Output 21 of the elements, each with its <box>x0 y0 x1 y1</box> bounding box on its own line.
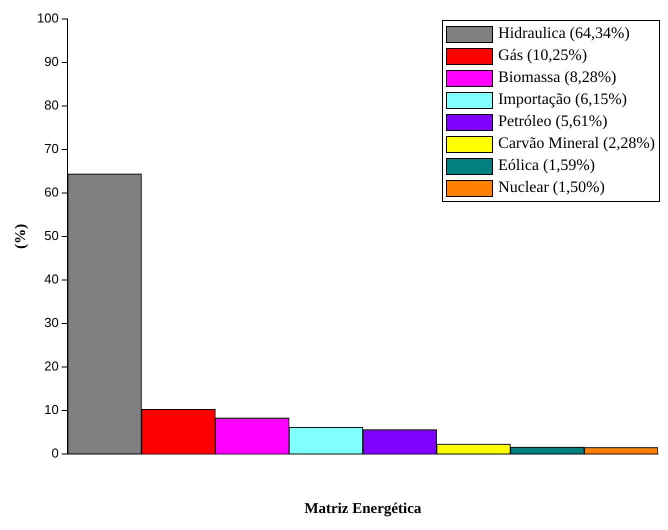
y-tick-label: 70 <box>44 140 59 156</box>
legend-label: Carvão Mineral (2,28%) <box>498 135 655 153</box>
y-tick-label: 0 <box>51 446 59 461</box>
legend-label: Hidraulica (64,34%) <box>498 25 630 43</box>
legend-label: Nuclear (1,50%) <box>498 179 605 197</box>
y-tick-label: 20 <box>44 358 59 374</box>
legend-label: Petróleo (5,61%) <box>498 113 608 131</box>
y-tick-label: 60 <box>44 184 59 200</box>
y-tick-label: 80 <box>44 97 59 112</box>
y-tick-label: 10 <box>44 402 59 418</box>
x-axis-title: Matriz Energética <box>304 500 422 517</box>
legend-label: Gás (10,25%) <box>498 47 588 65</box>
y-tick-label: 40 <box>44 272 59 286</box>
y-tick-label: 50 <box>44 228 59 243</box>
y-tick-label: 90 <box>44 54 59 69</box>
y-axis-title: (%) <box>12 224 29 249</box>
legend-label: Biomassa (8,28%) <box>498 69 616 87</box>
y-tick-label: 100 <box>36 10 59 26</box>
y-tick-label: 30 <box>44 315 59 330</box>
legend-label: Eólica (1,59%) <box>498 157 596 175</box>
legend-label: Importação (6,15%) <box>498 91 627 109</box>
